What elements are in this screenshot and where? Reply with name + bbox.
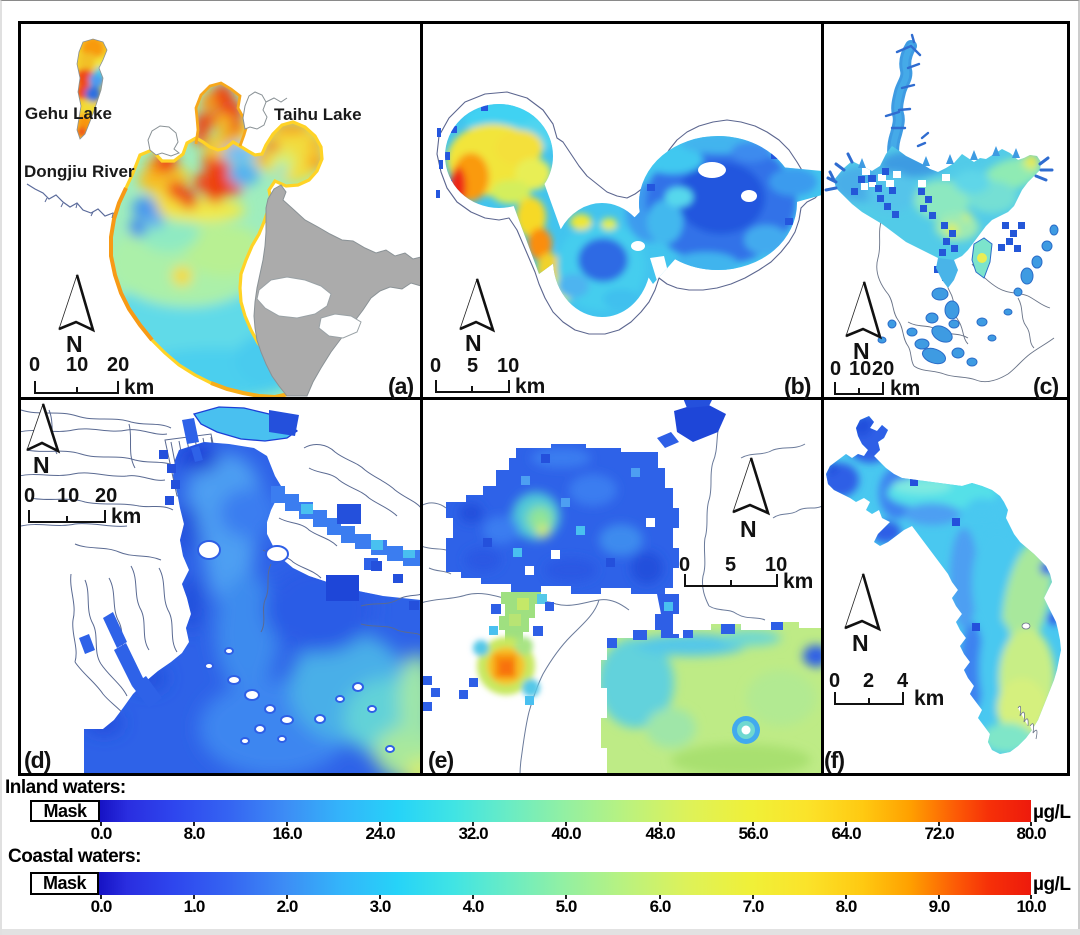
svg-text:10: 10 bbox=[57, 485, 79, 507]
svg-text:N: N bbox=[740, 516, 757, 542]
svg-text:km: km bbox=[515, 375, 545, 398]
svg-text:20: 20 bbox=[872, 358, 894, 380]
svg-text:0: 0 bbox=[679, 554, 690, 576]
svg-text:5: 5 bbox=[725, 554, 736, 576]
svg-text:20: 20 bbox=[107, 354, 129, 376]
svg-text:N: N bbox=[33, 452, 50, 478]
svg-text:5: 5 bbox=[467, 355, 478, 377]
svg-text:4: 4 bbox=[897, 670, 909, 692]
svg-text:Taihu Lake: Taihu Lake bbox=[274, 105, 362, 124]
svg-text:0: 0 bbox=[24, 485, 35, 507]
svg-text:km: km bbox=[124, 376, 154, 398]
svg-text:km: km bbox=[783, 570, 813, 593]
svg-text:10: 10 bbox=[849, 358, 871, 380]
svg-text:N: N bbox=[66, 331, 83, 357]
svg-text:0: 0 bbox=[430, 355, 441, 377]
svg-text:km: km bbox=[914, 687, 944, 710]
svg-text:10: 10 bbox=[66, 354, 88, 376]
svg-text:0: 0 bbox=[829, 670, 840, 692]
svg-text:10: 10 bbox=[765, 554, 787, 576]
svg-text:km: km bbox=[890, 377, 920, 398]
svg-text:N: N bbox=[465, 330, 482, 356]
svg-text:2: 2 bbox=[863, 670, 874, 692]
svg-text:N: N bbox=[852, 630, 869, 656]
svg-text:N: N bbox=[853, 338, 870, 364]
svg-text:0: 0 bbox=[29, 354, 40, 376]
svg-text:Gehu Lake: Gehu Lake bbox=[25, 104, 112, 123]
svg-text:20: 20 bbox=[95, 485, 117, 507]
svg-text:0: 0 bbox=[830, 358, 841, 380]
svg-text:Dongjiu River: Dongjiu River bbox=[24, 162, 135, 181]
svg-text:10: 10 bbox=[497, 355, 519, 377]
svg-text:km: km bbox=[111, 505, 141, 528]
